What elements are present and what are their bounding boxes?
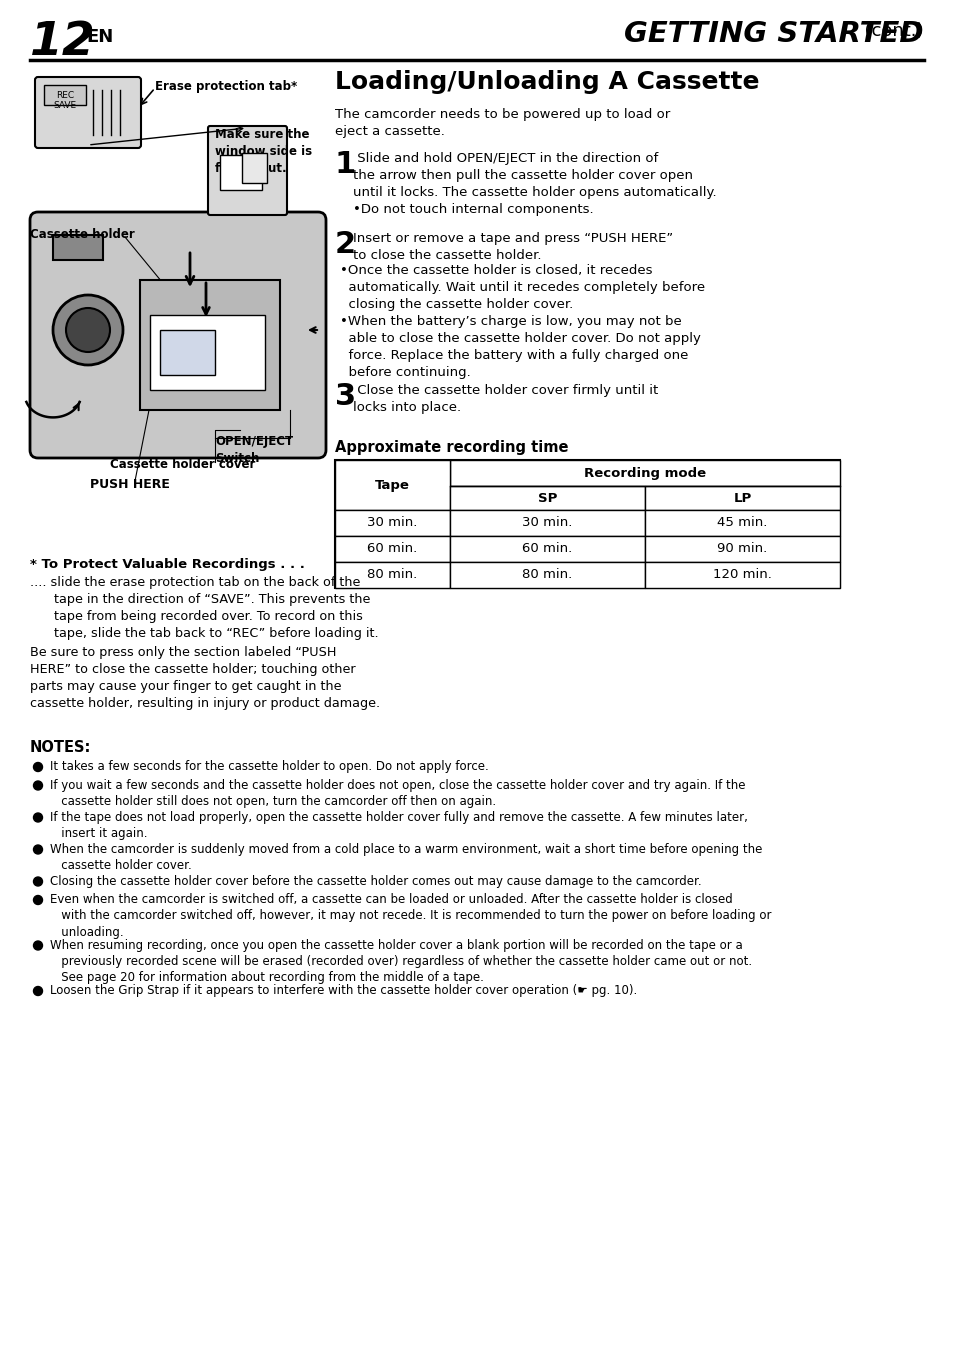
Bar: [450, 486, 644, 509]
Text: Recording mode: Recording mode: [583, 466, 705, 480]
Text: Make sure the
window side is
facing out.: Make sure the window side is facing out.: [214, 127, 312, 175]
Text: EN: EN: [86, 28, 113, 46]
Circle shape: [33, 780, 43, 790]
Text: Be sure to press only the section labeled “PUSH
HERE” to close the cassette hold: Be sure to press only the section labele…: [30, 646, 379, 710]
Text: PUSH HERE: PUSH HERE: [90, 478, 170, 491]
Bar: [44, 85, 86, 104]
Text: If you wait a few seconds and the cassette holder does not open, close the casse: If you wait a few seconds and the casset…: [50, 779, 744, 808]
Circle shape: [33, 763, 43, 771]
Text: When the camcorder is suddenly moved from a cold place to a warm environment, wa: When the camcorder is suddenly moved fro…: [50, 843, 761, 873]
Text: 80 min.: 80 min.: [367, 569, 417, 581]
Text: Cassette holder cover: Cassette holder cover: [110, 458, 255, 472]
Text: Tape: Tape: [375, 478, 410, 492]
Text: GETTING STARTED: GETTING STARTED: [624, 20, 923, 47]
Text: 60 min.: 60 min.: [367, 542, 417, 556]
Text: 2: 2: [335, 230, 355, 259]
Text: Closing the cassette holder cover before the cassette holder comes out may cause: Closing the cassette holder cover before…: [50, 874, 700, 888]
Text: 30 min.: 30 min.: [367, 516, 417, 530]
Bar: [335, 509, 450, 537]
Bar: [160, 331, 214, 375]
Bar: [335, 562, 450, 588]
Text: Erase protection tab*: Erase protection tab*: [154, 80, 297, 93]
Text: 45 min.: 45 min.: [717, 516, 767, 530]
Bar: [450, 459, 840, 486]
Text: •Once the cassette holder is closed, it recedes
  automatically. Wait until it r: •Once the cassette holder is closed, it …: [339, 264, 704, 379]
FancyBboxPatch shape: [35, 77, 141, 148]
Text: 60 min.: 60 min.: [522, 542, 572, 556]
Text: SP: SP: [537, 492, 557, 504]
Text: 12: 12: [30, 20, 95, 65]
Text: 90 min.: 90 min.: [717, 542, 767, 556]
FancyBboxPatch shape: [30, 211, 326, 458]
Bar: [450, 537, 644, 562]
Bar: [335, 459, 840, 588]
Text: 30 min.: 30 min.: [521, 516, 572, 530]
Bar: [150, 314, 265, 390]
Circle shape: [33, 896, 43, 905]
Bar: [644, 486, 840, 509]
Text: LP: LP: [733, 492, 751, 504]
Text: When resuming recording, once you open the cassette holder cover a blank portion: When resuming recording, once you open t…: [50, 939, 751, 985]
Text: REC: REC: [56, 91, 74, 99]
Text: The camcorder needs to be powered up to load or
eject a cassette.: The camcorder needs to be powered up to …: [335, 108, 670, 138]
Text: NOTES:: NOTES:: [30, 740, 91, 755]
Bar: [644, 509, 840, 537]
Text: Insert or remove a tape and press “PUSH HERE”
to close the cassette holder.: Insert or remove a tape and press “PUSH …: [353, 232, 673, 262]
Text: Loading/Unloading A Cassette: Loading/Unloading A Cassette: [335, 70, 759, 93]
FancyBboxPatch shape: [208, 126, 287, 215]
Bar: [53, 234, 103, 260]
Text: .... slide the erase protection tab on the back of the
      tape in the directi: .... slide the erase protection tab on t…: [30, 576, 378, 640]
Circle shape: [33, 846, 43, 854]
Bar: [140, 280, 280, 411]
Text: If the tape does not load properly, open the cassette holder cover fully and rem: If the tape does not load properly, open…: [50, 810, 747, 840]
Bar: [335, 537, 450, 562]
Text: 120 min.: 120 min.: [712, 569, 771, 581]
Bar: [644, 562, 840, 588]
Text: 80 min.: 80 min.: [522, 569, 572, 581]
Text: SAVE: SAVE: [53, 100, 76, 110]
Text: It takes a few seconds for the cassette holder to open. Do not apply force.: It takes a few seconds for the cassette …: [50, 760, 488, 772]
Text: * To Protect Valuable Recordings . . .: * To Protect Valuable Recordings . . .: [30, 558, 305, 570]
Text: Slide and hold OPEN/EJECT in the direction of
the arrow then pull the cassette h: Slide and hold OPEN/EJECT in the directi…: [353, 152, 716, 215]
Bar: [450, 562, 644, 588]
Text: Cassette holder: Cassette holder: [30, 228, 134, 241]
Bar: [220, 154, 262, 190]
Text: (cont.): (cont.): [853, 22, 923, 41]
Circle shape: [66, 308, 110, 352]
Bar: [644, 537, 840, 562]
Circle shape: [33, 877, 43, 886]
Text: OPEN/EJECT
Switch: OPEN/EJECT Switch: [214, 435, 293, 465]
Text: Loosen the Grip Strap if it appears to interfere with the cassette holder cover : Loosen the Grip Strap if it appears to i…: [50, 984, 637, 997]
Text: 1: 1: [335, 150, 355, 179]
Bar: [450, 509, 644, 537]
Circle shape: [33, 940, 43, 950]
Text: Close the cassette holder cover firmly until it
locks into place.: Close the cassette holder cover firmly u…: [353, 383, 658, 415]
Text: 3: 3: [335, 382, 355, 411]
Circle shape: [53, 295, 123, 364]
Bar: [335, 459, 450, 509]
Text: Even when the camcorder is switched off, a cassette can be loaded or unloaded. A: Even when the camcorder is switched off,…: [50, 893, 771, 939]
Circle shape: [33, 813, 43, 822]
Text: Approximate recording time: Approximate recording time: [335, 440, 568, 455]
Bar: [242, 153, 267, 183]
Circle shape: [33, 986, 43, 996]
